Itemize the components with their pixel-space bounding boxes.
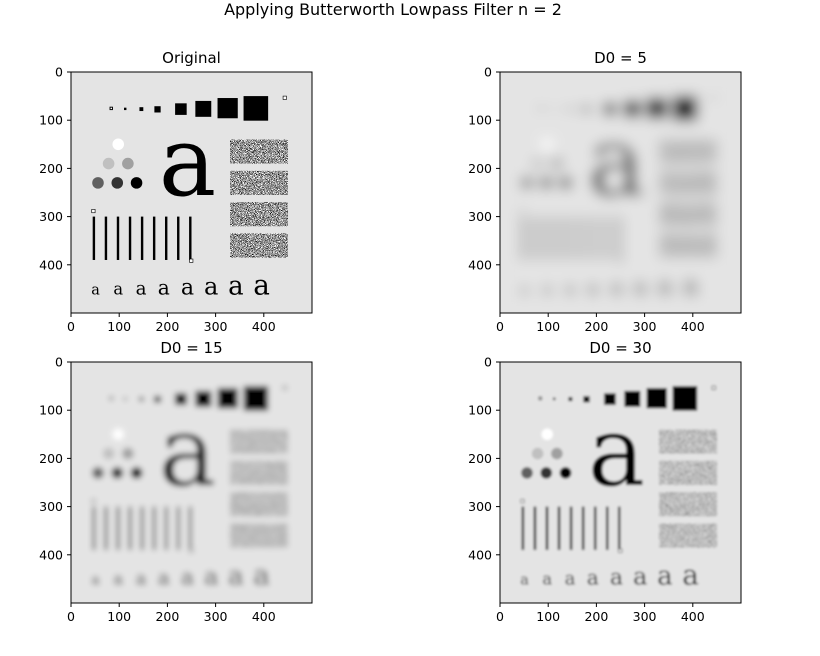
y-tick-label: 300: [468, 209, 492, 224]
x-tick-label: 0: [496, 609, 504, 624]
y-tick-label: 0: [55, 355, 63, 370]
x-tick-label: 200: [155, 319, 179, 334]
y-tick-label: 0: [484, 355, 492, 370]
x-tick-label: 300: [633, 319, 657, 334]
panel-title: D0 = 15: [160, 339, 222, 357]
image-panel-3: D0 = 15 0 100 200 300 400 0 100 200 300 400: [39, 339, 313, 624]
panel-title: Original: [162, 49, 221, 67]
image-content: [71, 362, 312, 603]
x-tick-label: 400: [681, 609, 705, 624]
image-content: [500, 72, 741, 313]
axes-frame: [70, 71, 313, 314]
y-tick-label: 300: [39, 209, 63, 224]
image-panel-4: D0 = 30 0 100 200 300 400 0 100 200 300 400: [468, 339, 742, 624]
x-tick-label: 400: [681, 319, 705, 334]
y-tick-label: 400: [39, 257, 63, 272]
x-tick-label: 200: [155, 609, 179, 624]
y-tick-label: 300: [39, 499, 63, 514]
image-content: [71, 72, 312, 313]
y-tick-label: 100: [468, 403, 492, 418]
panel-title: D0 = 5: [594, 49, 647, 67]
x-tick-label: 200: [584, 319, 608, 334]
x-tick-label: 0: [67, 319, 75, 334]
y-tick-label: 400: [468, 257, 492, 272]
image-content: [500, 362, 741, 603]
y-tick-label: 200: [468, 161, 492, 176]
y-tick-label: 200: [468, 451, 492, 466]
x-tick-label: 400: [252, 319, 276, 334]
x-tick-label: 0: [67, 609, 75, 624]
y-tick-label: 200: [39, 161, 63, 176]
y-tick-label: 100: [39, 113, 63, 128]
x-tick-label: 200: [584, 609, 608, 624]
x-tick-label: 0: [496, 319, 504, 334]
x-tick-label: 300: [204, 609, 228, 624]
axes-frame: [70, 361, 313, 604]
figure-title: Applying Butterworth Lowpass Filter n = …: [224, 0, 562, 19]
x-tick-label: 100: [536, 319, 560, 334]
y-tick-label: 0: [484, 65, 492, 80]
x-tick-label: 300: [633, 609, 657, 624]
x-tick-label: 400: [252, 609, 276, 624]
image-panel-2: D0 = 5 0 100 200 300 400 0 100 200 300 400: [468, 49, 742, 334]
x-tick-label: 100: [107, 319, 131, 334]
x-tick-label: 300: [204, 319, 228, 334]
panel-title: D0 = 30: [589, 339, 651, 357]
x-tick-label: 100: [536, 609, 560, 624]
y-tick-label: 100: [468, 113, 492, 128]
axes-frame: [499, 361, 742, 604]
y-tick-label: 200: [39, 451, 63, 466]
y-tick-label: 400: [39, 547, 63, 562]
y-tick-label: 100: [39, 403, 63, 418]
y-tick-label: 0: [55, 65, 63, 80]
y-tick-label: 300: [468, 499, 492, 514]
axes-frame: [499, 71, 742, 314]
y-tick-label: 400: [468, 547, 492, 562]
x-tick-label: 100: [107, 609, 131, 624]
image-panel-1: Original 0 100 200 300 400 0 100 200 300 400: [39, 49, 313, 334]
